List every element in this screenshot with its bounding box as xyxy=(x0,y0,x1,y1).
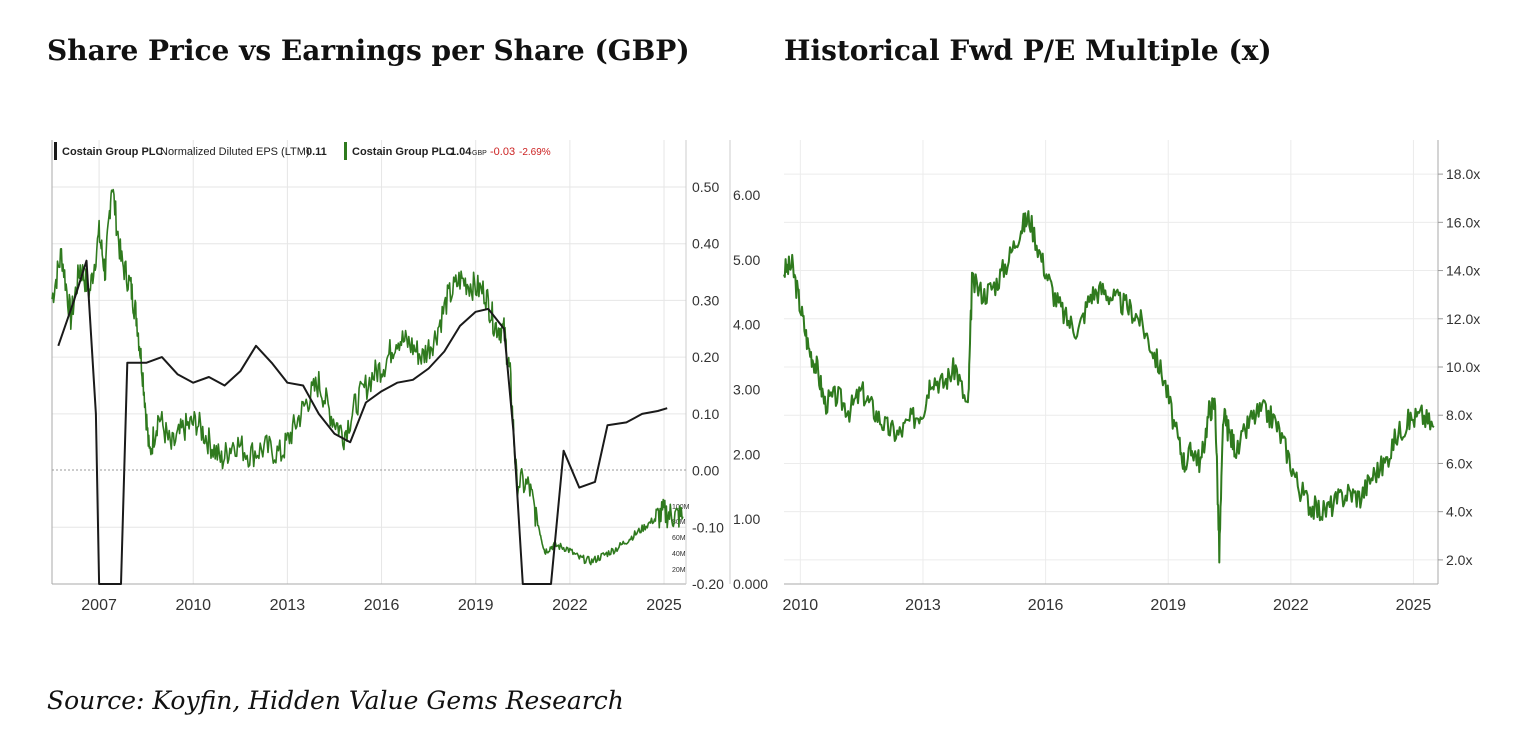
pe-series-line xyxy=(783,210,1435,564)
right-x-tick-2013: 2013 xyxy=(905,597,941,614)
eps-tick--0.20: -0.20 xyxy=(692,576,724,592)
price-legend-company: Costain Group PLC xyxy=(352,146,454,158)
eps-series-line xyxy=(57,259,668,585)
eps-tick-0.20: 0.20 xyxy=(692,349,719,365)
left-gridlines xyxy=(52,140,686,585)
right-x-tick-2010: 2010 xyxy=(783,597,819,614)
price-tick-4.00: 4.00 xyxy=(733,317,760,333)
eps-axis-ticks: 0.50 0.40 0.30 0.20 0.10 0.00 -0.10 -0.20 xyxy=(692,179,724,592)
price-tick-1.00: 1.00 xyxy=(733,511,760,527)
right-y-tick-8.0x: 8.0x xyxy=(1446,407,1472,423)
price-axis-ticks: 6.00 5.00 4.00 3.00 2.00 1.00 0.000 xyxy=(733,187,768,592)
price-tick-2.00: 2.00 xyxy=(733,446,760,462)
left-x-tick-2007: 2007 xyxy=(81,597,117,614)
price-tick-3.00: 3.00 xyxy=(733,382,760,398)
volume-tick-40M: 40M xyxy=(672,551,686,558)
right-x-tick-2022: 2022 xyxy=(1273,597,1309,614)
right-x-ticks: 2010 2013 2016 2019 2022 2025 xyxy=(783,597,1432,614)
left-x-tick-2016: 2016 xyxy=(364,597,400,614)
right-y-tick-10.0x: 10.0x xyxy=(1446,359,1480,375)
volume-tick-60M: 60M xyxy=(672,535,686,542)
price-series-line xyxy=(51,188,684,566)
left-x-tick-2019: 2019 xyxy=(458,597,494,614)
right-x-tick-2019: 2019 xyxy=(1150,597,1186,614)
right-y-tick-12.0x: 12.0x xyxy=(1446,311,1480,327)
left-x-tick-2025: 2025 xyxy=(646,597,682,614)
eps-legend-company: Costain Group PLC xyxy=(62,146,164,158)
left-chart: 2007 2010 2013 2016 2019 2022 2025 0.50 0.40 0.3… xyxy=(51,140,768,614)
right-gridlines xyxy=(784,140,1438,584)
price-legend-swatch xyxy=(344,142,347,160)
eps-tick-0.40: 0.40 xyxy=(692,236,719,252)
price-legend-change: -0.03 xyxy=(490,146,515,158)
right-chart: 2010 2013 2016 2019 2022 2025 18.0x 16.0x 14.0x… xyxy=(783,140,1480,614)
eps-tick--0.10: -0.10 xyxy=(692,519,724,535)
right-y-tick-4.0x: 4.0x xyxy=(1446,504,1472,520)
price-legend-change-pct: -2.69% xyxy=(519,147,551,158)
right-y-tick-16.0x: 16.0x xyxy=(1446,214,1480,230)
left-chart-legend: Costain Group PLC Normalized Diluted EPS… xyxy=(54,142,551,160)
eps-tick-0.30: 0.30 xyxy=(692,292,719,308)
left-x-tick-2010: 2010 xyxy=(175,597,211,614)
eps-legend-metric: Normalized Diluted EPS (LTM) xyxy=(160,146,310,158)
price-legend-value: 1.04 xyxy=(450,146,472,158)
source-note: Source: Koyfin, Hidden Value Gems Resear… xyxy=(47,686,624,715)
eps-tick-0.00: 0.00 xyxy=(692,463,719,479)
eps-legend-swatch xyxy=(54,142,57,160)
eps-tick-0.50: 0.50 xyxy=(692,179,719,195)
eps-tick-0.10: 0.10 xyxy=(692,406,719,422)
right-y-tick-6.0x: 6.0x xyxy=(1446,455,1472,471)
right-y-tick-2.0x: 2.0x xyxy=(1446,552,1472,568)
price-tick-5.00: 5.00 xyxy=(733,252,760,268)
volume-tick-20M: 20M xyxy=(672,567,686,574)
right-y-tick-14.0x: 14.0x xyxy=(1446,263,1480,279)
right-chart-title: Historical Fwd P/E Multiple (x) xyxy=(784,34,1272,67)
eps-legend-value: 0.11 xyxy=(306,146,327,158)
left-x-tick-2022: 2022 xyxy=(552,597,588,614)
price-tick-0.000: 0.000 xyxy=(733,576,768,592)
right-y-ticks: 18.0x 16.0x 14.0x 12.0x 10.0x 8.0x 6.0x 4.0x 2.0… xyxy=(1438,166,1480,568)
right-x-tick-2025: 2025 xyxy=(1396,597,1432,614)
left-x-ticks: 2007 2010 2013 2016 2019 2022 2025 xyxy=(81,597,682,614)
left-x-tick-2013: 2013 xyxy=(270,597,306,614)
price-tick-6.00: 6.00 xyxy=(733,187,760,203)
left-chart-title: Share Price vs Earnings per Share (GBP) xyxy=(47,34,690,67)
right-y-tick-18.0x: 18.0x xyxy=(1446,166,1480,182)
price-legend-unit: GBP xyxy=(472,150,487,157)
right-x-tick-2016: 2016 xyxy=(1028,597,1064,614)
